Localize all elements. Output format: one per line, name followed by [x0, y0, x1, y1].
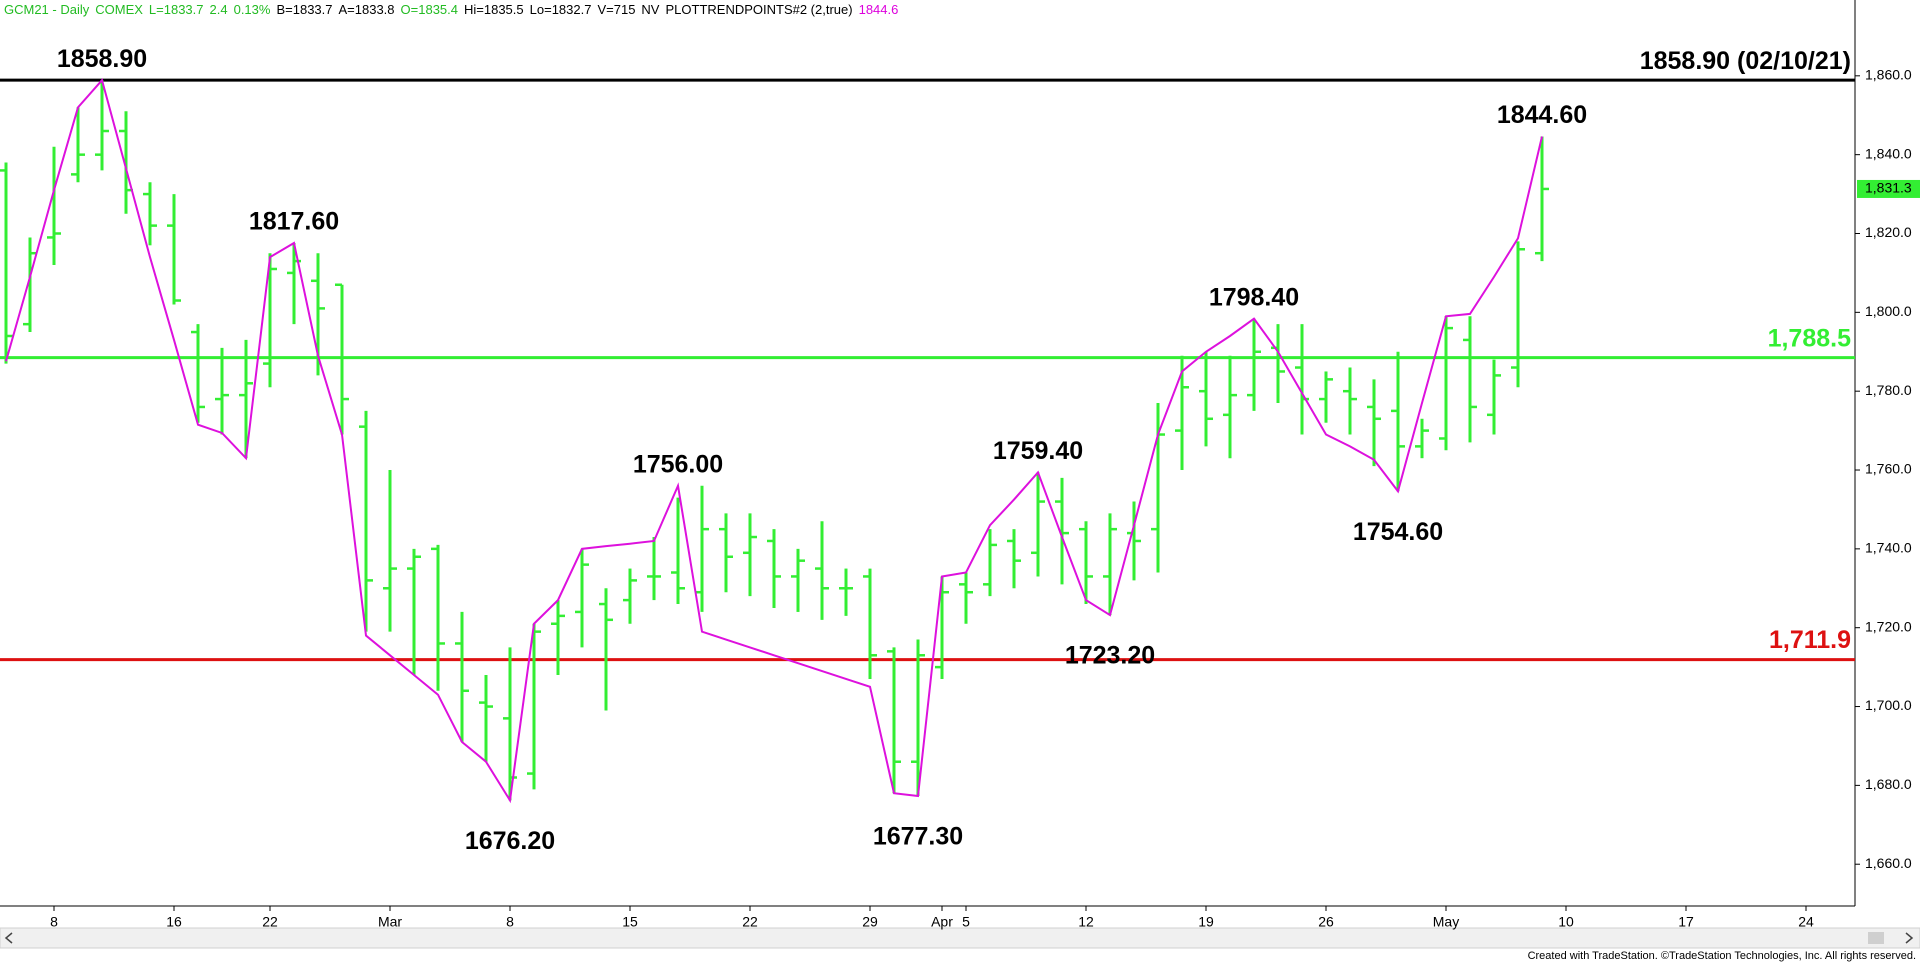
- x-tick-label: 24: [1798, 914, 1814, 930]
- info-item: 2.4: [210, 2, 228, 17]
- x-tick-label: Apr: [931, 914, 953, 930]
- scroll-thumb[interactable]: [1868, 932, 1884, 944]
- last-price-box: [1857, 179, 1920, 198]
- pivot-label: 1756.00: [633, 450, 723, 478]
- footer: Created with TradeStation. ©TradeStation…: [1528, 950, 1916, 962]
- y-tick-label: 1,700.0: [1865, 697, 1912, 713]
- y-tick-label: 1,820.0: [1865, 224, 1912, 240]
- pivot-label: 1754.60: [1353, 518, 1443, 546]
- pivot-label: 1676.20: [465, 827, 555, 855]
- y-tick-label: 1,800.0: [1865, 303, 1912, 319]
- info-item: B=1833.7: [276, 2, 332, 17]
- x-tick-label: May: [1433, 914, 1459, 930]
- info-item: COMEX: [95, 2, 143, 17]
- x-tick-label: 22: [742, 914, 758, 930]
- x-tick-label: 17: [1678, 914, 1694, 930]
- pivot-label: 1858.90: [57, 45, 147, 73]
- x-tick-label: 15: [622, 914, 638, 930]
- y-tick-label: 1,720.0: [1865, 618, 1912, 634]
- horizontal-line-label: 1,788.5: [1768, 324, 1852, 352]
- trend-line: [5, 78, 1543, 804]
- last-price-label: 1,831.3: [1865, 180, 1912, 196]
- pivot-label: 1817.60: [249, 208, 339, 236]
- info-item: 0.13%: [234, 2, 271, 17]
- info-item: V=715: [597, 2, 635, 17]
- horizontal-line-label: 1858.90 (02/10/21): [1640, 47, 1851, 75]
- info-item: NV: [641, 2, 659, 17]
- x-tick-label: 19: [1198, 914, 1214, 930]
- x-tick-label: 22: [262, 914, 278, 930]
- info-item: GCM21 - Daily: [4, 2, 90, 17]
- x-tick-label: 8: [50, 914, 58, 930]
- x-tick-label: 16: [166, 914, 182, 930]
- y-tick-label: 1,780.0: [1865, 382, 1912, 398]
- scrollbar[interactable]: [0, 927, 1920, 949]
- pivot-label: 1798.40: [1209, 283, 1299, 311]
- y-tick-label: 1,760.0: [1865, 461, 1912, 477]
- info-item: PLOTTRENDPOINTS#2 (2,true): [665, 2, 852, 17]
- y-tick-label: 1,660.0: [1865, 855, 1912, 871]
- horizontal-line-label: 1,711.9: [1769, 626, 1851, 654]
- x-tick-label: 26: [1318, 914, 1334, 930]
- x-tick-label: 8: [506, 914, 514, 930]
- x-tick-label: 12: [1078, 914, 1094, 930]
- pivot-label: 1677.30: [873, 823, 963, 851]
- x-tick-label: Mar: [378, 914, 402, 930]
- info-item: L=1833.7: [149, 2, 204, 17]
- pivot-label: 1723.20: [1065, 642, 1155, 670]
- scroll-left[interactable]: [4, 932, 13, 944]
- pivot-label: 1844.60: [1497, 101, 1587, 129]
- y-tick-label: 1,840.0: [1865, 145, 1912, 161]
- info-item: A=1833.8: [339, 2, 395, 17]
- pivot-label: 1759.40: [993, 437, 1083, 465]
- info-item: Lo=1832.7: [530, 2, 592, 17]
- x-tick-label: 29: [862, 914, 878, 930]
- y-tick-label: 1,740.0: [1865, 540, 1912, 556]
- scroll-right[interactable]: [1905, 932, 1914, 944]
- y-tick-label: 1,680.0: [1865, 776, 1912, 792]
- info-item: 1844.6: [859, 2, 899, 17]
- info-item: Hi=1835.5: [464, 2, 524, 17]
- info-item: O=1835.4: [401, 2, 458, 17]
- x-tick-label: 10: [1558, 914, 1574, 930]
- x-tick-label: 5: [962, 914, 970, 930]
- symbol-info: GCM21 - Daily COMEX L=1833.7 2.4 0.13% B=1833…: [4, 2, 898, 17]
- y-tick-label: 1,860.0: [1865, 67, 1912, 83]
